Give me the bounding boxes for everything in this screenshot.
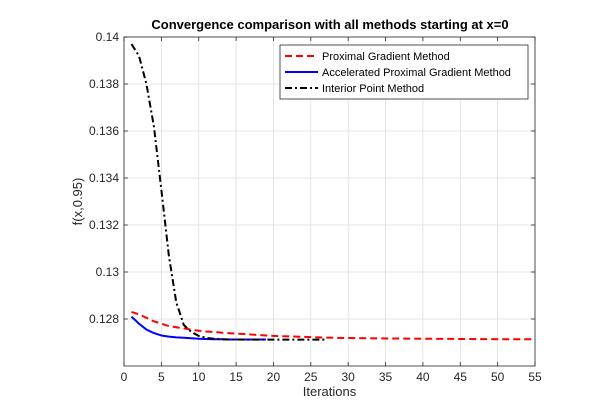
y-tick-label: 0.14 [96, 30, 120, 44]
x-tick-label: 20 [267, 370, 281, 384]
x-tick-label: 10 [192, 370, 206, 384]
plot-border [123, 36, 536, 367]
legend-label: Accelerated Proximal Gradient Method [322, 67, 511, 79]
x-tick-label: 15 [229, 370, 243, 384]
x-tick-label: 5 [158, 370, 165, 384]
x-axis: 0 5 10 15 20 25 30 35 40 45 50 55 [121, 37, 542, 384]
x-tick-label: 35 [379, 370, 393, 384]
y-tick-label: 0.138 [89, 77, 119, 91]
x-axis-label: Iterations [303, 384, 357, 399]
y-axis: 0.128 0.13 0.132 0.134 0.136 0.138 0.14 [89, 30, 535, 326]
y-tick-label: 0.128 [89, 312, 119, 326]
series-line-3 [130, 43, 326, 341]
x-tick-label: 30 [342, 370, 356, 384]
chart-title: Convergence comparison with all methods … [151, 17, 508, 32]
x-tick-label: 50 [491, 370, 505, 384]
legend-label: Interior Point Method [322, 83, 424, 95]
legend: Proximal Gradient Method Accelerated Prox… [279, 44, 529, 100]
x-tick-label: 55 [528, 370, 542, 384]
y-tick-label: 0.136 [89, 124, 119, 138]
y-tick-label: 0.134 [89, 171, 119, 185]
x-tick-label: 45 [454, 370, 468, 384]
x-tick-label: 25 [304, 370, 318, 384]
y-tick-label: 0.132 [89, 218, 119, 232]
x-tick-label: 0 [121, 370, 128, 384]
y-axis-label: f(x,0.95) [70, 178, 85, 226]
legend-label: Proximal Gradient Method [322, 51, 450, 63]
series-line-1 [131, 310, 535, 341]
y-tick-label: 0.13 [96, 265, 120, 279]
legend-box [279, 44, 529, 100]
series-layer [130, 43, 535, 341]
x-tick-label: 40 [416, 370, 430, 384]
